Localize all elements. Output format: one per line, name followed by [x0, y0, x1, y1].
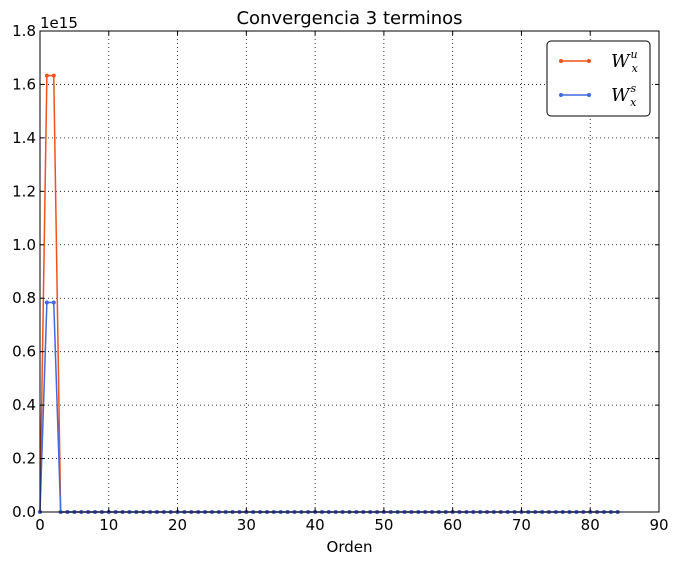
data-point-u	[51, 73, 56, 78]
x-tick-label: 0	[35, 516, 45, 534]
x-axis-label: Orden	[327, 538, 373, 556]
x-tick-label: 70	[512, 516, 531, 534]
y-tick-label: 1.6	[12, 75, 36, 93]
data-point-s	[51, 300, 56, 305]
data-point-u	[44, 73, 49, 78]
y-tick-label: 1.8	[12, 22, 36, 40]
legend-marker	[559, 93, 563, 97]
x-tick-label: 80	[581, 516, 600, 534]
legend-marker	[587, 93, 591, 97]
data-point-s	[44, 300, 49, 305]
x-tick-label: 20	[168, 516, 187, 534]
x-tick-label: 30	[237, 516, 256, 534]
y-tick-label: 1.0	[12, 236, 36, 254]
legend-label-s: Ws x	[611, 82, 637, 109]
y-tick-label: 1.4	[12, 129, 36, 147]
legend-box	[546, 40, 651, 117]
x-tick-label: 90	[649, 516, 668, 534]
legend: Wu x Ws x	[546, 40, 651, 117]
legend-marker	[559, 59, 563, 63]
y-tick-label: 0.6	[12, 343, 36, 361]
x-tick-label: 60	[443, 516, 462, 534]
plot-frame	[39, 30, 660, 513]
y-tick-label: 0.4	[12, 396, 36, 414]
y-offset-text: 1e15	[40, 14, 78, 32]
y-tick-label: 0.8	[12, 289, 36, 307]
y-tick-label: 0.2	[12, 450, 36, 468]
legend-label-u: Wu x	[611, 48, 639, 75]
axis-ticks: 0 10 20 30 40 50 60 70 80 90 0.0 0.2 0.4 0.6 0.8 1.0 1.2…	[12, 22, 668, 534]
chart-title: Convergencia 3 terminos	[236, 8, 462, 29]
y-tick-label: 1.2	[12, 182, 36, 200]
y-tick-label: 0.0	[12, 503, 36, 521]
x-tick-label: 10	[99, 516, 118, 534]
x-tick-label: 40	[306, 516, 325, 534]
legend-marker	[587, 59, 591, 63]
x-tick-label: 50	[374, 516, 393, 534]
